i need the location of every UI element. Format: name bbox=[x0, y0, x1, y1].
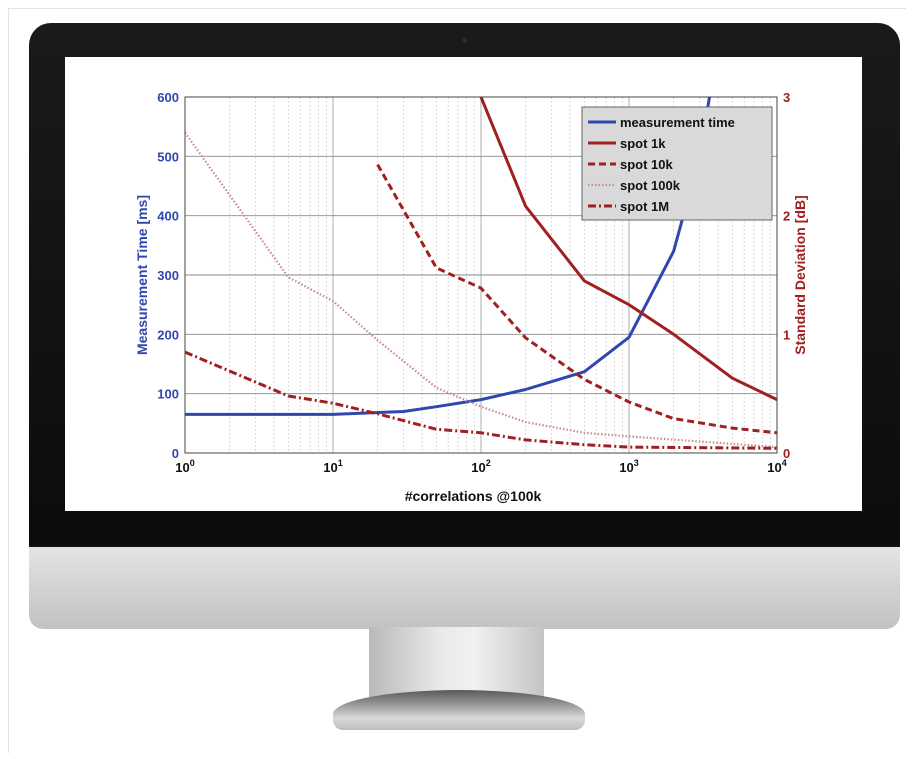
x-tick-label: 101 bbox=[323, 458, 342, 475]
plot-border bbox=[184, 96, 778, 454]
x-tick-exponent: 1 bbox=[338, 458, 343, 468]
x-axis-label: #correlations @100k bbox=[405, 488, 542, 504]
monitor-chin bbox=[29, 545, 900, 629]
monitor-stand-neck bbox=[369, 627, 544, 697]
series-line-spot-10k bbox=[376, 163, 778, 435]
right-tick-label: 1 bbox=[783, 327, 790, 342]
right-tick-label: 0 bbox=[783, 446, 790, 461]
x-tick-base: 10 bbox=[619, 460, 633, 475]
left-tick-label: 500 bbox=[157, 149, 179, 164]
x-axis-ticks: 100 101 102 103 104 bbox=[175, 458, 786, 475]
series-line-spot-100k bbox=[184, 131, 778, 449]
legend: measurement time spot 1k spot 10k spot 100k… bbox=[581, 106, 773, 221]
right-axis-label: Standard Deviation [dB] bbox=[792, 195, 808, 354]
right-tick-label: 3 bbox=[783, 90, 790, 105]
series-line-spot-1k bbox=[479, 96, 778, 401]
x-tick-exponent: 0 bbox=[190, 458, 195, 468]
x-tick-base: 10 bbox=[471, 460, 485, 475]
legend-label: spot 10k bbox=[620, 157, 674, 172]
x-tick-label: 104 bbox=[767, 458, 786, 475]
left-axis-ticks: 0 100 200 300 400 500 600 bbox=[157, 90, 179, 461]
x-tick-exponent: 3 bbox=[634, 458, 639, 468]
x-tick-label: 100 bbox=[175, 458, 194, 475]
right-axis-ticks: 0 1 2 3 bbox=[783, 90, 790, 461]
left-tick-label: 600 bbox=[157, 90, 179, 105]
legend-label: measurement time bbox=[620, 115, 735, 130]
monitor-stand-foot bbox=[333, 690, 585, 730]
left-tick-label: 400 bbox=[157, 209, 179, 224]
left-axis-label: Measurement Time [ms] bbox=[134, 195, 150, 355]
right-tick-label: 2 bbox=[783, 209, 790, 224]
x-tick-label: 103 bbox=[619, 458, 638, 475]
x-tick-exponent: 4 bbox=[782, 458, 787, 468]
x-tick-base: 10 bbox=[323, 460, 337, 475]
page-frame bbox=[8, 8, 906, 753]
series-line-spot-1m bbox=[184, 350, 778, 450]
legend-label: spot 1k bbox=[620, 136, 666, 151]
x-tick-base: 10 bbox=[767, 460, 781, 475]
legend-label: spot 100k bbox=[620, 178, 681, 193]
left-tick-label: 200 bbox=[157, 327, 179, 342]
left-tick-label: 100 bbox=[157, 387, 179, 402]
x-tick-label: 102 bbox=[471, 458, 490, 475]
legend-label: spot 1M bbox=[620, 199, 669, 214]
camera-icon bbox=[462, 38, 467, 43]
left-tick-label: 0 bbox=[172, 446, 179, 461]
x-tick-base: 10 bbox=[175, 460, 189, 475]
x-tick-exponent: 2 bbox=[486, 458, 491, 468]
left-tick-label: 300 bbox=[157, 268, 179, 283]
